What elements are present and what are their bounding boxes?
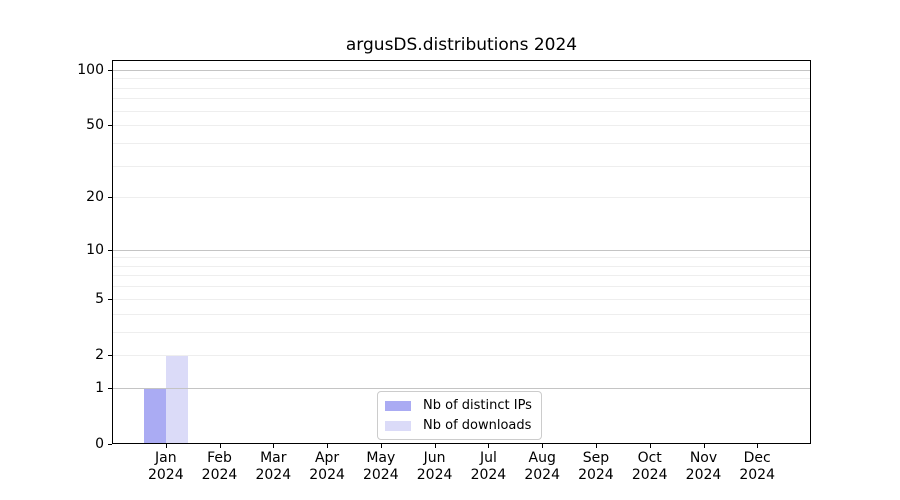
y-tick-label-1: 1 xyxy=(95,379,104,396)
y-tick-2 xyxy=(108,354,112,356)
x-tick-label-dec: Dec 2024 xyxy=(717,450,797,484)
y-tick-label-20: 20 xyxy=(86,189,104,206)
bars-layer xyxy=(112,60,811,444)
y-tick-20 xyxy=(108,197,112,199)
x-tick-mar xyxy=(273,444,275,448)
x-tick-year: 2024 xyxy=(631,467,668,483)
x-tick-feb xyxy=(219,444,221,448)
x-tick-month: Apr xyxy=(314,450,340,466)
x-tick-apr xyxy=(327,444,329,448)
gridline-minor-40 xyxy=(112,142,811,144)
legend-entry-distinct-ips: Nb of distinct IPs xyxy=(385,396,532,415)
y-tick-label-100: 100 xyxy=(77,61,104,78)
y-tick-10 xyxy=(108,249,112,251)
gridline-major-10 xyxy=(112,249,811,251)
grid-layer xyxy=(112,60,811,444)
y-tick-label-0: 0 xyxy=(95,436,104,452)
gridline-minor-8 xyxy=(112,265,811,267)
x-tick-year: 2024 xyxy=(416,467,453,483)
y-tick-label-50: 50 xyxy=(86,117,104,134)
gridline-minor-70 xyxy=(112,98,811,100)
x-tick-month: Aug xyxy=(528,450,556,466)
gridline-minor-50 xyxy=(112,125,811,127)
x-tick-month: Jul xyxy=(479,450,497,466)
legend-label-distinct-ips: Nb of distinct IPs xyxy=(423,398,532,413)
y-tick-label-5: 5 xyxy=(95,290,104,307)
gridline-minor-7 xyxy=(112,275,811,277)
y-tick-5 xyxy=(108,298,112,300)
x-tick-label-jan: Jan 2024 xyxy=(126,450,206,484)
x-tick-year: 2024 xyxy=(685,467,722,483)
chart-title: argusDS.distributions 2024 xyxy=(345,35,578,55)
y-tick-50 xyxy=(108,125,112,127)
gridline-minor-60 xyxy=(112,110,811,112)
y-tick-label-2: 2 xyxy=(95,346,104,363)
x-tick-month: May xyxy=(366,450,396,466)
gridline-minor-80 xyxy=(112,87,811,89)
x-tick-month: Feb xyxy=(207,450,232,466)
x-tick-jun xyxy=(434,444,436,448)
x-tick-month: Oct xyxy=(637,450,662,466)
x-tick-year: 2024 xyxy=(201,467,238,483)
x-tick-month: Sep xyxy=(582,450,610,466)
x-tick-label-may: May 2024 xyxy=(341,450,421,484)
x-tick-jan xyxy=(165,444,167,448)
legend-swatch-downloads xyxy=(385,420,411,431)
y-tick-0 xyxy=(108,444,112,445)
x-tick-aug xyxy=(542,444,544,448)
x-tick-label-jun: Jun 2024 xyxy=(395,450,475,484)
gridline-minor-2 xyxy=(112,354,811,356)
x-tick-year: 2024 xyxy=(147,467,184,483)
plot-area: Nb of distinct IPs Nb of downloads xyxy=(112,60,811,444)
legend-label-downloads: Nb of downloads xyxy=(423,418,532,433)
y-tick-1 xyxy=(108,387,112,389)
x-tick-month: Jan xyxy=(155,450,177,466)
y-tick-label-10: 10 xyxy=(86,241,104,258)
x-tick-label-mar: Mar 2024 xyxy=(233,450,313,484)
x-tick-month: Nov xyxy=(689,450,718,466)
gridline-minor-20 xyxy=(112,197,811,199)
x-tick-year: 2024 xyxy=(309,467,345,483)
x-tick-year: 2024 xyxy=(578,467,614,483)
x-tick-label-oct: Oct 2024 xyxy=(610,450,690,484)
bar-nb-of-downloads-jan xyxy=(165,354,188,444)
y-tick-100 xyxy=(108,69,112,71)
x-tick-jul xyxy=(488,444,490,448)
gridline-major-100 xyxy=(112,69,811,71)
gridline-minor-90 xyxy=(112,78,811,80)
x-tick-may xyxy=(380,444,382,448)
x-tick-year: 2024 xyxy=(255,467,292,483)
gridline-major-1 xyxy=(112,387,811,389)
x-tick-month: Dec xyxy=(743,450,771,466)
gridline-minor-30 xyxy=(112,165,811,167)
gridline-minor-4 xyxy=(112,313,811,315)
bar-nb-of-distinct-ips-jan xyxy=(143,387,166,444)
x-tick-label-jul: Jul 2024 xyxy=(448,450,528,484)
x-tick-label-sep: Sep 2024 xyxy=(556,450,636,484)
x-tick-year: 2024 xyxy=(362,467,399,483)
legend-swatch-distinct-ips xyxy=(385,400,411,411)
x-tick-dec xyxy=(757,444,759,448)
legend-entry-downloads: Nb of downloads xyxy=(385,416,532,435)
x-tick-label-feb: Feb 2024 xyxy=(180,450,260,484)
legend: Nb of distinct IPs Nb of downloads xyxy=(377,391,542,440)
x-tick-nov xyxy=(703,444,705,448)
x-tick-month: Mar xyxy=(260,450,287,466)
gridline-minor-6 xyxy=(112,286,811,288)
gridline-minor-3 xyxy=(112,331,811,333)
x-tick-oct xyxy=(649,444,651,448)
x-tick-month: Jun xyxy=(423,450,446,466)
x-tick-year: 2024 xyxy=(524,467,560,483)
gridline-minor-9 xyxy=(112,257,811,259)
gridline-minor-5 xyxy=(112,298,811,300)
x-tick-sep xyxy=(595,444,597,448)
x-tick-label-nov: Nov 2024 xyxy=(664,450,744,484)
x-tick-year: 2024 xyxy=(470,467,507,483)
x-tick-label-aug: Aug 2024 xyxy=(502,450,582,484)
x-tick-year: 2024 xyxy=(739,467,775,483)
x-tick-label-apr: Apr 2024 xyxy=(287,450,367,484)
